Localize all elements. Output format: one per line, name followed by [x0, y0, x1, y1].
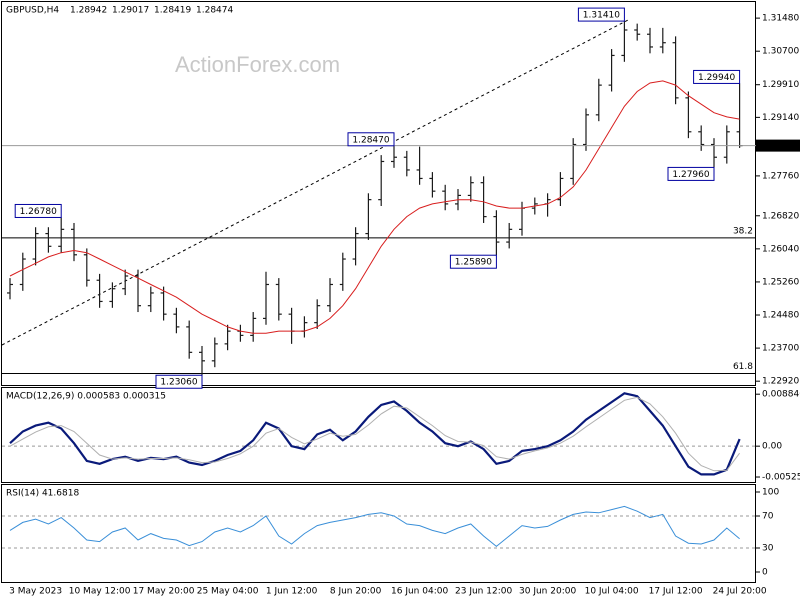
- y-tick-label: 1.26820: [762, 211, 799, 221]
- level-label: 61.8: [733, 362, 753, 372]
- y-tick-label: 1.27760: [762, 171, 799, 181]
- y-tick-label: -0.005252: [762, 473, 800, 483]
- price-annotation-box: [14, 203, 62, 218]
- symbol: GBPUSD,H4: [6, 6, 59, 16]
- last-price-label: 1.28474: [762, 141, 799, 151]
- price-panel: [1, 1, 756, 386]
- price-annotation: 1.31410: [583, 11, 620, 21]
- price-annotation: 1.23060: [160, 378, 197, 388]
- y-tick-label: 0: [762, 568, 768, 578]
- x-tick-label: 10 May 12:00: [69, 587, 131, 597]
- price-annotation: 1.25890: [455, 258, 492, 268]
- y-tick-label: 0.008846: [762, 390, 800, 400]
- header-open: 1.28942: [70, 6, 107, 16]
- last-price-box: [756, 139, 800, 152]
- header-high: 1.29017: [112, 6, 149, 16]
- y-tick-label: 1.30700: [762, 47, 799, 57]
- x-tick-label: 1 Jun 12:00: [266, 587, 318, 597]
- moving-average: [9, 80, 740, 334]
- x-tick-label: 16 Jun 04:00: [391, 587, 448, 597]
- price-annotation: 1.28470: [352, 135, 389, 145]
- x-tick-label: 17 Jul 12:00: [649, 587, 703, 597]
- y-tick-label: 1.26040: [762, 244, 799, 254]
- x-tick-label: 3 May 2023: [9, 587, 62, 597]
- price-annotation-box: [693, 69, 741, 84]
- price-annotation-box: [347, 132, 395, 147]
- indicator-line: [9, 505, 740, 548]
- x-tick-label: 17 May 20:00: [133, 587, 195, 597]
- y-tick-label: 1.23700: [762, 344, 799, 354]
- price-annotation-box: [577, 7, 625, 22]
- y-tick-label: 1.29910: [762, 80, 799, 90]
- rsi-panel: [1, 484, 756, 583]
- x-tick-label: 30 Jun 20:00: [519, 587, 576, 597]
- macd-panel: [1, 387, 756, 483]
- y-tick-label: 0.00: [762, 442, 782, 452]
- indicator-line: [9, 396, 741, 472]
- macd-title: MACD(12,26,9) 0.000583 0.000315: [6, 392, 166, 402]
- y-tick-label: 30: [762, 544, 774, 554]
- header-close: 1.28474: [196, 6, 233, 16]
- price-annotation: 1.27960: [672, 170, 709, 180]
- y-tick-label: 70: [762, 512, 774, 522]
- y-tick-label: 1.31480: [762, 14, 799, 24]
- rsi-title: RSI(14) 41.6818: [6, 489, 79, 499]
- watermark: ActionForex.com: [175, 52, 340, 77]
- y-tick-label: 1.29140: [762, 113, 799, 123]
- x-tick-label: 24 Jul 20:00: [713, 587, 767, 597]
- header-low: 1.28419: [154, 6, 191, 16]
- y-tick-label: 1.22920: [762, 377, 799, 387]
- x-tick-label: 25 May 04:00: [197, 587, 259, 597]
- y-tick-label: 1.25260: [762, 277, 799, 287]
- x-tick-label: 10 Jul 04:00: [585, 587, 639, 597]
- x-tick-label: 23 Jun 12:00: [455, 587, 512, 597]
- price-annotation-box: [449, 254, 497, 269]
- y-tick-label: 100: [762, 488, 779, 498]
- x-tick-label: 8 Jun 20:00: [330, 587, 382, 597]
- price-annotation: 1.29940: [698, 73, 735, 83]
- price-annotation: 1.26780: [20, 207, 57, 217]
- price-annotation-box: [667, 166, 715, 181]
- level-label: 38.2: [733, 226, 753, 236]
- price-annotation-box: [155, 374, 203, 389]
- y-tick-label: 1.24480: [762, 311, 799, 321]
